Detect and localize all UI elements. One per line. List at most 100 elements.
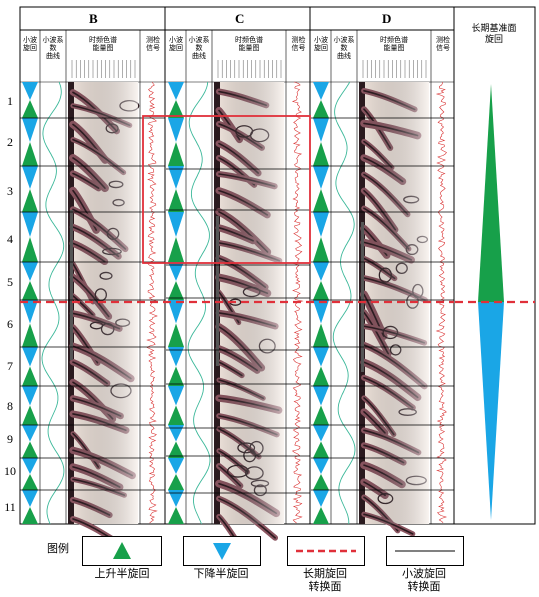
well-b-rising-triangle bbox=[22, 100, 38, 118]
well-c-falling-triangle bbox=[168, 262, 184, 281]
well-c-rising-triangle bbox=[168, 323, 184, 347]
well-b-rising-triangle bbox=[22, 441, 38, 458]
well-c-falling-triangle bbox=[168, 425, 184, 442]
well-b-energy-track bbox=[68, 82, 140, 545]
well-c-rising-triangle bbox=[168, 405, 184, 425]
well-c-falling-triangle bbox=[168, 458, 184, 474]
well-b-rising-triangle bbox=[22, 507, 38, 524]
well-c-coef-track-label: 小波系数 曲线 bbox=[188, 36, 210, 60]
well-c-falling-triangle bbox=[168, 300, 184, 324]
well-b-rising-triangle bbox=[22, 366, 38, 386]
well-c-rising-triangle bbox=[168, 441, 184, 458]
well-d-cycle-track-label: 小波 旋回 bbox=[314, 36, 328, 52]
well-d-falling-triangle bbox=[313, 458, 329, 474]
well-d-falling-triangle bbox=[313, 82, 329, 100]
long-term-rising-triangle bbox=[478, 84, 504, 302]
well-b-falling-triangle bbox=[22, 212, 38, 237]
well-d-falling-triangle bbox=[313, 166, 329, 189]
row-number-3: 3 bbox=[7, 184, 13, 198]
row-number-4: 4 bbox=[7, 232, 13, 246]
well-d-energy-track bbox=[359, 82, 429, 537]
well-c-falling-triangle bbox=[168, 118, 184, 142]
well-d-rising-triangle bbox=[313, 281, 329, 300]
well-b-rising-triangle bbox=[22, 474, 38, 490]
row-number-2: 2 bbox=[7, 135, 13, 149]
long-term-cycle-header: 长期基准面 旋回 bbox=[471, 24, 517, 45]
well-b-cycle-track-label: 小波 旋回 bbox=[23, 36, 37, 52]
legend-falling-label: 下降半旋回 bbox=[193, 567, 249, 580]
legend-wavelet-boundary-label: 小波旋回 转换面 bbox=[402, 567, 446, 593]
well-b-rising-triangle bbox=[22, 281, 38, 300]
well-c-title: C bbox=[235, 11, 245, 26]
well-c-falling-triangle bbox=[168, 386, 184, 406]
well-c-falling-triangle bbox=[168, 166, 184, 189]
well-b-energy-track-label: 时频色谱 能量图 bbox=[89, 36, 117, 52]
row-number-1: 1 bbox=[7, 94, 13, 108]
red-dashed-line-icon bbox=[296, 549, 356, 553]
well-b-depth-bar bbox=[70, 210, 73, 360]
well-b-falling-triangle bbox=[22, 118, 38, 142]
well-d-falling-triangle bbox=[313, 262, 329, 281]
well-d-rising-triangle bbox=[313, 474, 329, 490]
legend-rising-box bbox=[82, 536, 162, 566]
legend-wavelet-boundary-box bbox=[386, 536, 464, 566]
falling-triangle-icon bbox=[213, 543, 231, 560]
legend-long-boundary-label: 长期旋回 转换面 bbox=[303, 567, 347, 593]
row-number-11: 11 bbox=[4, 500, 16, 514]
well-d-rising-triangle bbox=[313, 405, 329, 425]
well-c-falling-triangle bbox=[168, 490, 184, 507]
row-number-5: 5 bbox=[7, 275, 13, 289]
well-d-falling-triangle bbox=[313, 386, 329, 406]
well-b-falling-triangle bbox=[22, 490, 38, 507]
well-d-falling-triangle bbox=[313, 300, 329, 324]
well-d-rising-triangle bbox=[313, 100, 329, 118]
well-c-cycle-track-label: 小波 旋回 bbox=[169, 36, 183, 52]
well-b-rising-triangle bbox=[22, 189, 38, 212]
legend-falling-box bbox=[183, 536, 261, 566]
well-b-falling-triangle bbox=[22, 425, 38, 442]
well-c-falling-triangle bbox=[168, 82, 184, 100]
well-b-falling-triangle bbox=[22, 166, 38, 189]
well-c-rising-triangle bbox=[168, 366, 184, 386]
well-d-rising-triangle bbox=[313, 507, 329, 524]
well-d-title: D bbox=[382, 11, 392, 26]
well-b-falling-triangle bbox=[22, 347, 38, 367]
well-d-rising-triangle bbox=[313, 323, 329, 347]
well-b-falling-triangle bbox=[22, 82, 38, 100]
row-number-6: 6 bbox=[7, 317, 13, 331]
well-d-coef-track-label: 小波系数 曲线 bbox=[333, 36, 355, 60]
well-b-rising-triangle bbox=[22, 323, 38, 347]
row-number-10: 10 bbox=[4, 464, 16, 478]
well-d-depth-bar bbox=[361, 222, 364, 372]
well-b-coef-curve bbox=[41, 81, 65, 525]
well-d-rising-triangle bbox=[313, 237, 329, 262]
black-line-icon bbox=[395, 550, 455, 552]
rising-triangle-icon bbox=[113, 542, 131, 559]
well-d-rising-triangle bbox=[313, 142, 329, 166]
well-b-coef-track-label: 小波系数 曲线 bbox=[42, 36, 64, 60]
well-d-falling-triangle bbox=[313, 347, 329, 367]
well-c-falling-triangle bbox=[168, 212, 184, 237]
well-d-falling-triangle bbox=[313, 425, 329, 442]
well-c-depth-bar bbox=[216, 216, 219, 366]
well-d-falling-triangle bbox=[313, 212, 329, 237]
well-d-falling-triangle bbox=[313, 490, 329, 507]
long-term-falling-triangle bbox=[478, 302, 504, 520]
well-d-rising-triangle bbox=[313, 189, 329, 212]
legend-rising-label: 上升半旋回 bbox=[94, 567, 150, 580]
well-c-rising-triangle bbox=[168, 507, 184, 524]
well-c-rising-triangle bbox=[168, 189, 184, 212]
row-number-7: 7 bbox=[7, 359, 13, 373]
well-b-falling-triangle bbox=[22, 300, 38, 324]
well-d-falling-triangle bbox=[313, 118, 329, 142]
well-b-title: B bbox=[89, 11, 98, 26]
well-b-rising-triangle bbox=[22, 405, 38, 425]
well-c-energy-track bbox=[214, 82, 284, 556]
well-c-energy-track-label: 时频色谱 能量图 bbox=[235, 36, 263, 52]
highlight-box bbox=[142, 115, 311, 264]
well-c-rising-triangle bbox=[168, 474, 184, 490]
well-d-rising-triangle bbox=[313, 441, 329, 458]
well-b-rising-triangle bbox=[22, 237, 38, 262]
legend-title: 图例 bbox=[47, 542, 69, 555]
